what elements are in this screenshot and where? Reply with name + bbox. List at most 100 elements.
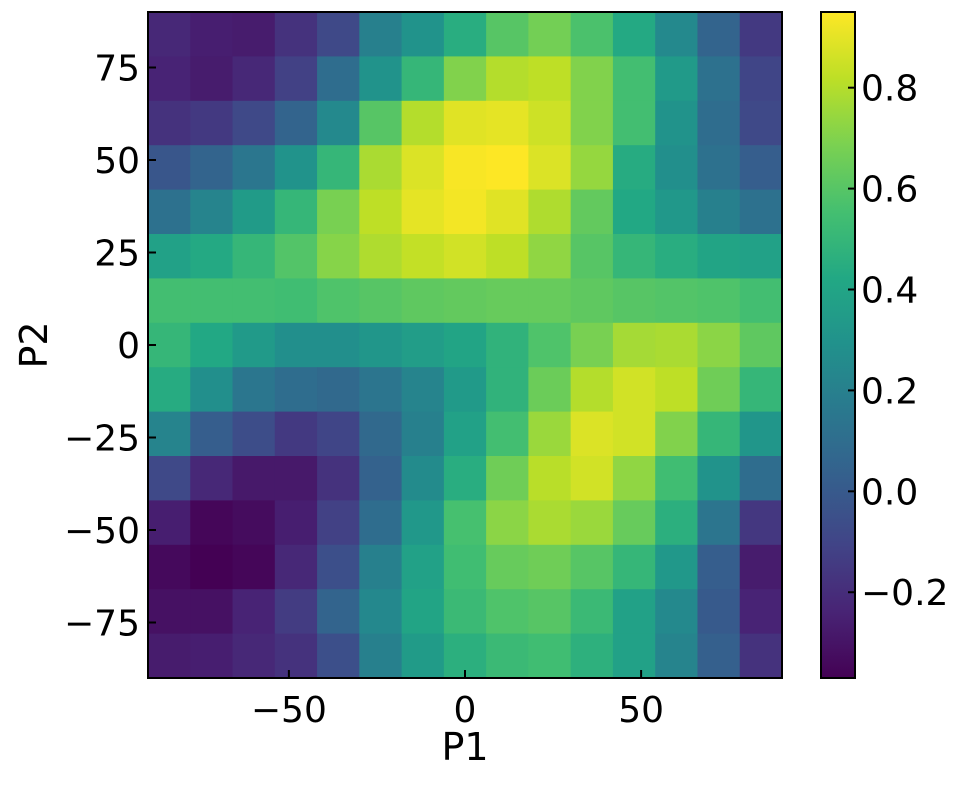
- y-tick-label: −25: [64, 419, 140, 460]
- heatmap-cell: [317, 145, 360, 191]
- heatmap-cell: [232, 145, 276, 191]
- heatmap-cell: [274, 56, 318, 102]
- heatmap-cell: [443, 145, 487, 191]
- heatmap-cell: [359, 12, 403, 57]
- heatmap-cell: [528, 544, 572, 590]
- y-tick-label: −75: [64, 604, 140, 645]
- heatmap-cell: [697, 278, 741, 324]
- heatmap-cell: [443, 589, 487, 635]
- heatmap-cell: [697, 456, 741, 501]
- heatmap-cell: [570, 633, 614, 679]
- heatmap-cell: [612, 56, 656, 102]
- heatmap-cell: [486, 12, 529, 57]
- heatmap-cell: [274, 322, 318, 368]
- heatmap-cell: [697, 411, 741, 457]
- heatmap-cell: [739, 411, 783, 457]
- heatmap-cell: [443, 189, 487, 235]
- heatmap-cell: [528, 189, 572, 235]
- heatmap-cell: [190, 589, 234, 635]
- heatmap-cell: [190, 456, 234, 501]
- heatmap-cell: [739, 145, 783, 191]
- heatmap-cell: [570, 278, 614, 324]
- heatmap-cell: [528, 456, 572, 501]
- heatmap-cell: [317, 456, 360, 501]
- heatmap-cell: [401, 189, 445, 235]
- heatmap-cell: [486, 500, 529, 546]
- heatmap-cell: [655, 56, 699, 102]
- heatmap-cell: [570, 189, 614, 235]
- heatmap-cell: [190, 633, 234, 679]
- heatmap-cell: [359, 234, 403, 279]
- colorbar-tick-label: 0.0: [861, 472, 918, 513]
- heatmap-cell: [443, 278, 487, 324]
- heatmap-cell: [612, 145, 656, 191]
- heatmap-cell: [655, 589, 699, 635]
- heatmap-cell: [739, 456, 783, 501]
- heatmap-cell: [655, 322, 699, 368]
- heatmap-cell: [486, 322, 529, 368]
- heatmap-cell: [232, 322, 276, 368]
- heatmap-cell: [317, 544, 360, 590]
- heatmap-cell: [317, 12, 360, 57]
- heatmap-cell: [570, 12, 614, 57]
- heatmap-cell: [443, 367, 487, 413]
- heatmap-cell: [359, 145, 403, 191]
- heatmap-cell: [401, 456, 445, 501]
- heatmap-cell: [697, 189, 741, 235]
- heatmap-cell: [359, 100, 403, 146]
- heatmap-cell: [739, 278, 783, 324]
- heatmap-cell: [570, 100, 614, 146]
- heatmap-cell: [359, 278, 403, 324]
- heatmap-cell: [274, 544, 318, 590]
- heatmap-cell: [359, 322, 403, 368]
- heatmap-cell: [274, 589, 318, 635]
- heatmap-cell: [486, 367, 529, 413]
- heatmap-cell: [317, 234, 360, 279]
- y-axis-label: P2: [12, 321, 56, 368]
- heatmap-cell: [317, 322, 360, 368]
- colorbar-tick-label: −0.2: [861, 573, 948, 614]
- heatmap-cell: [232, 367, 276, 413]
- heatmap-cell: [655, 367, 699, 413]
- heatmap-cell: [570, 544, 614, 590]
- heatmap-cell: [739, 633, 783, 679]
- heatmap-cell: [274, 100, 318, 146]
- heatmap-cell: [570, 456, 614, 501]
- heatmap-cell: [401, 145, 445, 191]
- heatmap-cell: [317, 500, 360, 546]
- heatmap-cell: [274, 456, 318, 501]
- heatmap-cell: [190, 367, 234, 413]
- heatmap-cell: [317, 411, 360, 457]
- heatmap-cell: [570, 411, 614, 457]
- heatmap-cell: [190, 56, 234, 102]
- heatmap-cell: [655, 189, 699, 235]
- heatmap-cell: [697, 633, 741, 679]
- heatmap-cell: [486, 278, 529, 324]
- x-tick-label: −50: [251, 690, 327, 731]
- colorbar-frame: [820, 11, 856, 679]
- heatmap-cell: [274, 367, 318, 413]
- heatmap-cell: [655, 234, 699, 279]
- heatmap-cell: [274, 12, 318, 57]
- heatmap-cell: [739, 500, 783, 546]
- heatmap-cell: [148, 456, 191, 501]
- heatmap-cell: [232, 278, 276, 324]
- colorbar-tick-label: 0.2: [861, 371, 918, 412]
- heatmap-cell: [486, 544, 529, 590]
- heatmap-cell: [655, 411, 699, 457]
- y-tick-label: 25: [94, 234, 140, 275]
- heatmap-cell: [190, 100, 234, 146]
- heatmap-cell: [148, 500, 191, 546]
- heatmap-cell: [148, 234, 191, 279]
- heatmap-cell: [612, 189, 656, 235]
- heatmap-cell: [697, 500, 741, 546]
- heatmap-cell: [317, 189, 360, 235]
- heatmap-cell: [697, 544, 741, 590]
- heatmap-cell: [317, 367, 360, 413]
- heatmap-cell: [739, 12, 783, 57]
- heatmap-cell: [401, 12, 445, 57]
- heatmap-cell: [612, 633, 656, 679]
- heatmap-cell: [697, 234, 741, 279]
- heatmap-cell: [443, 12, 487, 57]
